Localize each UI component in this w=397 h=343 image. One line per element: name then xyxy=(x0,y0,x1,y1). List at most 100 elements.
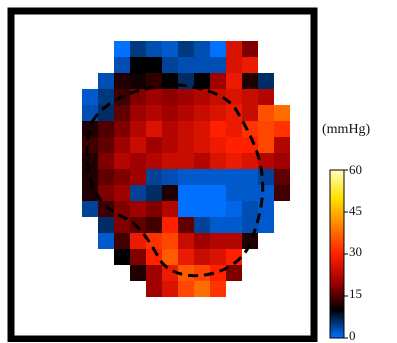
heatmap-cell xyxy=(210,121,226,137)
heatmap-cell xyxy=(146,89,162,105)
heatmap-cell xyxy=(178,249,194,265)
heatmap-cell xyxy=(226,265,242,281)
heatmap-cell xyxy=(242,41,258,57)
colorbar-unit-label: (mmHg) xyxy=(322,122,371,137)
heatmap-cell xyxy=(274,153,290,169)
heatmap-cell xyxy=(242,185,258,201)
heatmap-cell xyxy=(162,281,178,297)
heatmap-cell xyxy=(258,121,274,137)
heatmap-cell xyxy=(130,233,146,249)
heatmap-cell xyxy=(194,169,210,185)
heatmap-cell xyxy=(178,217,194,233)
heatmap-cell xyxy=(130,217,146,233)
heatmap-cell xyxy=(274,105,290,121)
heatmap-cell xyxy=(114,105,130,121)
heatmap-cell xyxy=(162,185,178,201)
colorbar-tick-label: 15 xyxy=(349,286,362,301)
heatmap-cell xyxy=(258,137,274,153)
heatmap-cell xyxy=(226,169,242,185)
heatmap-cell xyxy=(82,201,98,217)
colorbar-tick-label: 30 xyxy=(349,244,362,259)
heatmap-cell xyxy=(98,201,114,217)
heatmap-cell xyxy=(178,233,194,249)
heatmap-cell xyxy=(162,233,178,249)
heatmap-cell xyxy=(178,89,194,105)
heatmap-cell xyxy=(210,57,226,73)
heatmap-cell xyxy=(194,201,210,217)
heatmap-cell xyxy=(226,201,242,217)
heatmap-cell xyxy=(162,89,178,105)
heatmap-cell xyxy=(210,185,226,201)
heatmap-cell xyxy=(130,121,146,137)
colorbar-tick-label: 60 xyxy=(349,162,362,177)
heatmap-cell xyxy=(242,105,258,121)
heatmap-cell xyxy=(210,201,226,217)
heatmap-cell xyxy=(114,121,130,137)
region-contour xyxy=(85,83,265,278)
heatmap-cell xyxy=(114,185,130,201)
heatmap-cell xyxy=(146,41,162,57)
heatmap-cell xyxy=(194,233,210,249)
heatmap-cell xyxy=(242,137,258,153)
heatmap-cell xyxy=(82,89,98,105)
heatmap-cell xyxy=(258,185,274,201)
heatmap-cell xyxy=(130,185,146,201)
heatmap-cell xyxy=(162,249,178,265)
heatmap-cell xyxy=(242,89,258,105)
heatmap-cell xyxy=(146,249,162,265)
heatmap-cell xyxy=(194,153,210,169)
heatmap-cell xyxy=(130,41,146,57)
heatmap-cell xyxy=(114,233,130,249)
heatmap-cell xyxy=(98,137,114,153)
heatmap-cell xyxy=(194,249,210,265)
heatmap-cell xyxy=(162,201,178,217)
heatmap-cell xyxy=(274,169,290,185)
heatmap-cell xyxy=(178,185,194,201)
heatmap-cell xyxy=(226,153,242,169)
heatmap-cell xyxy=(146,281,162,297)
heatmap-cell xyxy=(226,137,242,153)
heatmap-cell xyxy=(130,201,146,217)
heatmap-cell xyxy=(82,169,98,185)
heatmap-cell xyxy=(194,281,210,297)
heatmap-cell xyxy=(130,73,146,89)
heatmap-cell xyxy=(258,89,274,105)
colorbar-ticks xyxy=(344,169,348,339)
heatmap-cell xyxy=(98,153,114,169)
heatmap-cell xyxy=(82,137,98,153)
heatmap-cell xyxy=(146,121,162,137)
heatmap-cell xyxy=(258,153,274,169)
heatmap-cell xyxy=(162,105,178,121)
heatmap-cell xyxy=(130,265,146,281)
heatmap-cell xyxy=(274,137,290,153)
heatmap-cell xyxy=(146,137,162,153)
heatmap-cell xyxy=(82,153,98,169)
heatmap-cell xyxy=(162,41,178,57)
heatmap-cell xyxy=(82,185,98,201)
heatmap-cell xyxy=(242,73,258,89)
heatmap-cell xyxy=(114,169,130,185)
heatmap-cell xyxy=(146,153,162,169)
heatmap-cell xyxy=(114,41,130,57)
heatmap-cell xyxy=(210,233,226,249)
heatmap-cell xyxy=(178,137,194,153)
heatmap-cell xyxy=(210,153,226,169)
heatmap-cell xyxy=(178,201,194,217)
heatmap-cell xyxy=(210,249,226,265)
heatmap-cell xyxy=(194,57,210,73)
heatmap-cell xyxy=(146,185,162,201)
heatmap-cell xyxy=(226,57,242,73)
heatmap-cell xyxy=(146,265,162,281)
heatmap-cell xyxy=(258,73,274,89)
heatmap-cell xyxy=(98,169,114,185)
colorbar-tick-label: 0 xyxy=(349,328,356,343)
heatmap-cell xyxy=(114,57,130,73)
heatmap-cell xyxy=(114,201,130,217)
heatmap-cell xyxy=(194,105,210,121)
heatmap-cell xyxy=(162,137,178,153)
heatmap-cell xyxy=(130,105,146,121)
heatmap-cell xyxy=(98,233,114,249)
heatmap-cell xyxy=(162,57,178,73)
heatmap-cell xyxy=(146,217,162,233)
